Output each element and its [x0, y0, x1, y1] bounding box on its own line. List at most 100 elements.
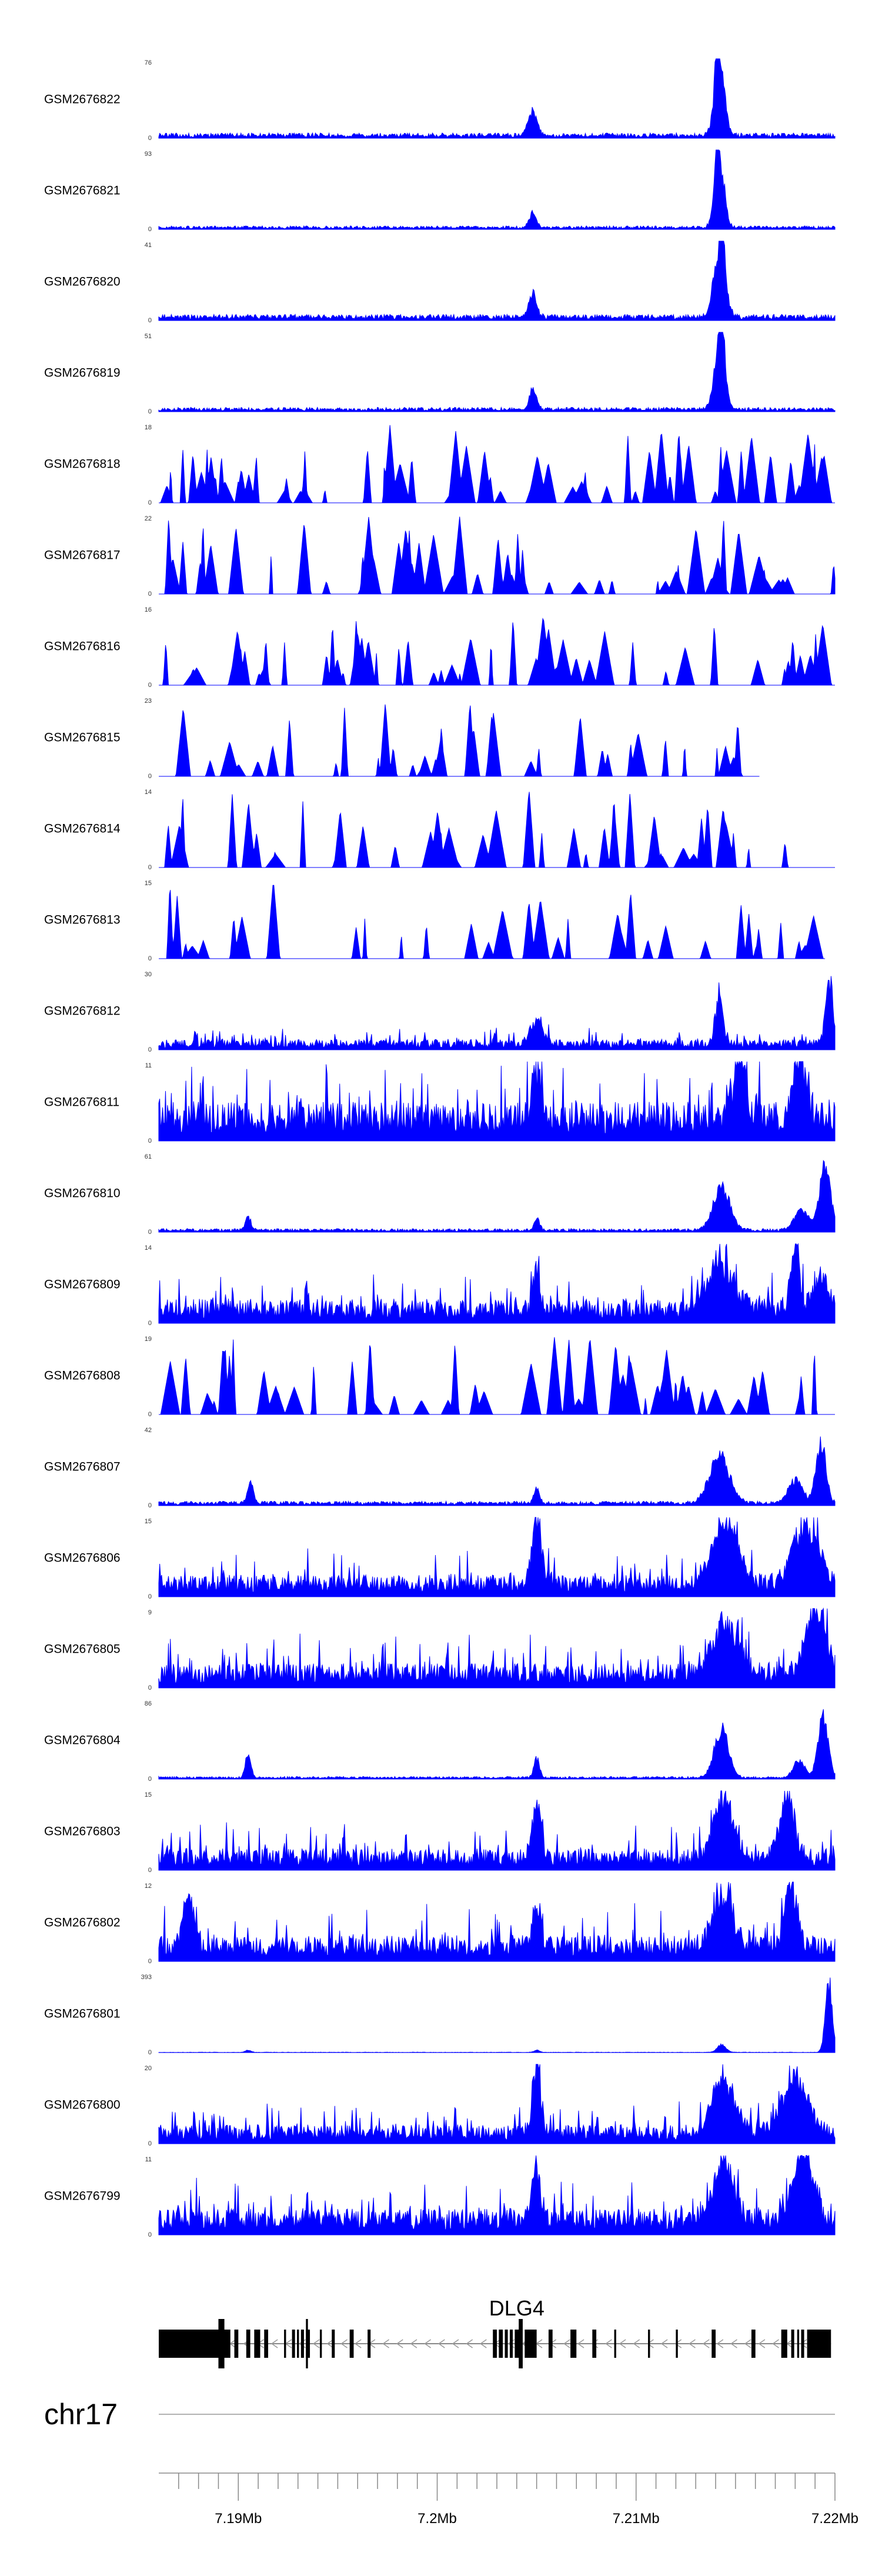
- strand-arrow: [758, 2339, 766, 2348]
- exon-block: [801, 2330, 804, 2358]
- track-GSM2676816: GSM2676816 16 0: [44, 606, 835, 689]
- track-GSM2676821: GSM2676821 93 0: [44, 149, 836, 233]
- y-min-label: 0: [148, 1958, 152, 1965]
- exon-block: [234, 2330, 239, 2358]
- signal-area: [158, 1881, 836, 1962]
- y-min-label: 0: [148, 1320, 152, 1327]
- exon-block: [548, 2330, 553, 2358]
- exon-block: [592, 2330, 597, 2358]
- signal-area: [158, 1790, 836, 1871]
- exon-block: [614, 2330, 616, 2358]
- y-min-label: 0: [148, 317, 152, 324]
- strand-arrow: [270, 2339, 278, 2348]
- strand-arrow: [563, 2339, 570, 2348]
- track-GSM2676812: GSM2676812 30 0: [44, 971, 836, 1053]
- track-label: GSM2676809: [44, 1278, 121, 1292]
- track-GSM2676801: GSM2676801 393 0: [44, 1974, 836, 2056]
- gene-annotation-track: DLG4: [159, 2296, 831, 2368]
- strand-arrow: [452, 2339, 459, 2348]
- y-min-label: 0: [148, 226, 152, 233]
- exon-block: [254, 2330, 260, 2358]
- track-label: GSM2676822: [44, 93, 121, 106]
- y-max-label: 20: [145, 2065, 152, 2072]
- y-min-label: 0: [148, 1684, 152, 1691]
- y-max-label: 11: [145, 1062, 152, 1069]
- signal-area: [159, 425, 835, 504]
- exon-block: [648, 2330, 650, 2358]
- signal-area: [158, 1607, 836, 1689]
- y-min-label: 0: [148, 773, 152, 780]
- track-label: GSM2676818: [44, 458, 121, 471]
- strand-arrow: [424, 2339, 432, 2348]
- track-GSM2676808: GSM2676808 19 0: [44, 1336, 835, 1418]
- strand-arrow: [340, 2339, 348, 2348]
- y-max-label: 9: [148, 1609, 152, 1616]
- x-tick-label: 7.19Mb: [215, 2511, 262, 2527]
- strand-arrow: [466, 2339, 473, 2348]
- track-label: GSM2676811: [44, 1096, 119, 1109]
- x-tick-label: 7.2Mb: [417, 2511, 457, 2527]
- track-GSM2676819: GSM2676819 51 0: [44, 332, 836, 415]
- track-GSM2676813: GSM2676813 15 0: [44, 880, 826, 962]
- y-max-label: 51: [145, 333, 152, 340]
- y-min-label: 0: [148, 682, 152, 689]
- y-min-label: 0: [148, 499, 152, 506]
- strand-arrow: [660, 2339, 668, 2348]
- y-min-label: 0: [148, 408, 152, 415]
- genome-axis: chr17 7.19Mb 7.2Mb 7.21Mb 7.22Mb: [44, 2398, 858, 2527]
- x-tick-label: 7.21Mb: [613, 2511, 660, 2527]
- strand-arrow: [744, 2339, 751, 2348]
- signal-area: [159, 516, 836, 595]
- exon-block: [514, 2330, 521, 2358]
- strand-arrow: [396, 2339, 403, 2348]
- track-GSM2676809: GSM2676809 14 0: [44, 1243, 836, 1327]
- y-max-label: 19: [145, 1336, 152, 1343]
- track-GSM2676807: GSM2676807 42 0: [44, 1427, 836, 1509]
- track-GSM2676814: GSM2676814 14 0: [44, 789, 835, 871]
- y-max-label: 12: [145, 1883, 152, 1890]
- y-min-label: 0: [148, 2140, 152, 2147]
- strand-arrow: [674, 2339, 682, 2348]
- strand-arrow: [730, 2339, 737, 2348]
- strand-arrow: [437, 2339, 445, 2348]
- exon-block: [368, 2330, 371, 2358]
- y-min-label: 0: [148, 955, 152, 962]
- y-max-label: 86: [145, 1700, 152, 1707]
- track-label: GSM2676800: [44, 2098, 121, 2112]
- signal-area: [159, 885, 826, 960]
- track-GSM2676820: GSM2676820 41 0: [44, 241, 836, 324]
- track-label: GSM2676815: [44, 731, 121, 745]
- track-GSM2676800: GSM2676800 20 0: [44, 2064, 836, 2147]
- track-GSM2676815: GSM2676815 23 0: [44, 698, 760, 780]
- y-max-label: 22: [145, 515, 152, 522]
- track-label: GSM2676807: [44, 1460, 121, 1474]
- track-GSM2676805: GSM2676805 9 0: [44, 1607, 836, 1691]
- exon-block: [505, 2330, 508, 2358]
- exon-block: [791, 2330, 794, 2358]
- exon-block: [781, 2330, 787, 2358]
- y-min-label: 0: [148, 1502, 152, 1509]
- y-min-label: 0: [148, 1411, 152, 1418]
- exon-block: [297, 2330, 299, 2358]
- y-max-label: 76: [145, 59, 152, 66]
- signal-area: [158, 1160, 836, 1233]
- y-min-label: 0: [148, 1229, 152, 1236]
- x-tick-label: 7.22Mb: [811, 2511, 858, 2527]
- exon-block: [218, 2319, 225, 2368]
- signal-area: [158, 1977, 836, 2053]
- exon-block: [807, 2330, 831, 2358]
- signal-area: [158, 241, 836, 321]
- exon-block: [519, 2319, 523, 2368]
- exon-block: [711, 2330, 716, 2358]
- track-GSM2676822: GSM2676822 76 0: [44, 58, 836, 142]
- track-label: GSM2676810: [44, 1187, 121, 1200]
- signal-area: [158, 976, 836, 1050]
- track-label: GSM2676812: [44, 1005, 121, 1018]
- track-label: GSM2676799: [44, 2190, 121, 2203]
- exon-block: [676, 2330, 678, 2358]
- strand-arrow: [326, 2339, 334, 2348]
- strand-arrow: [382, 2339, 390, 2348]
- exon-block: [284, 2330, 286, 2358]
- y-min-label: 0: [148, 2231, 152, 2238]
